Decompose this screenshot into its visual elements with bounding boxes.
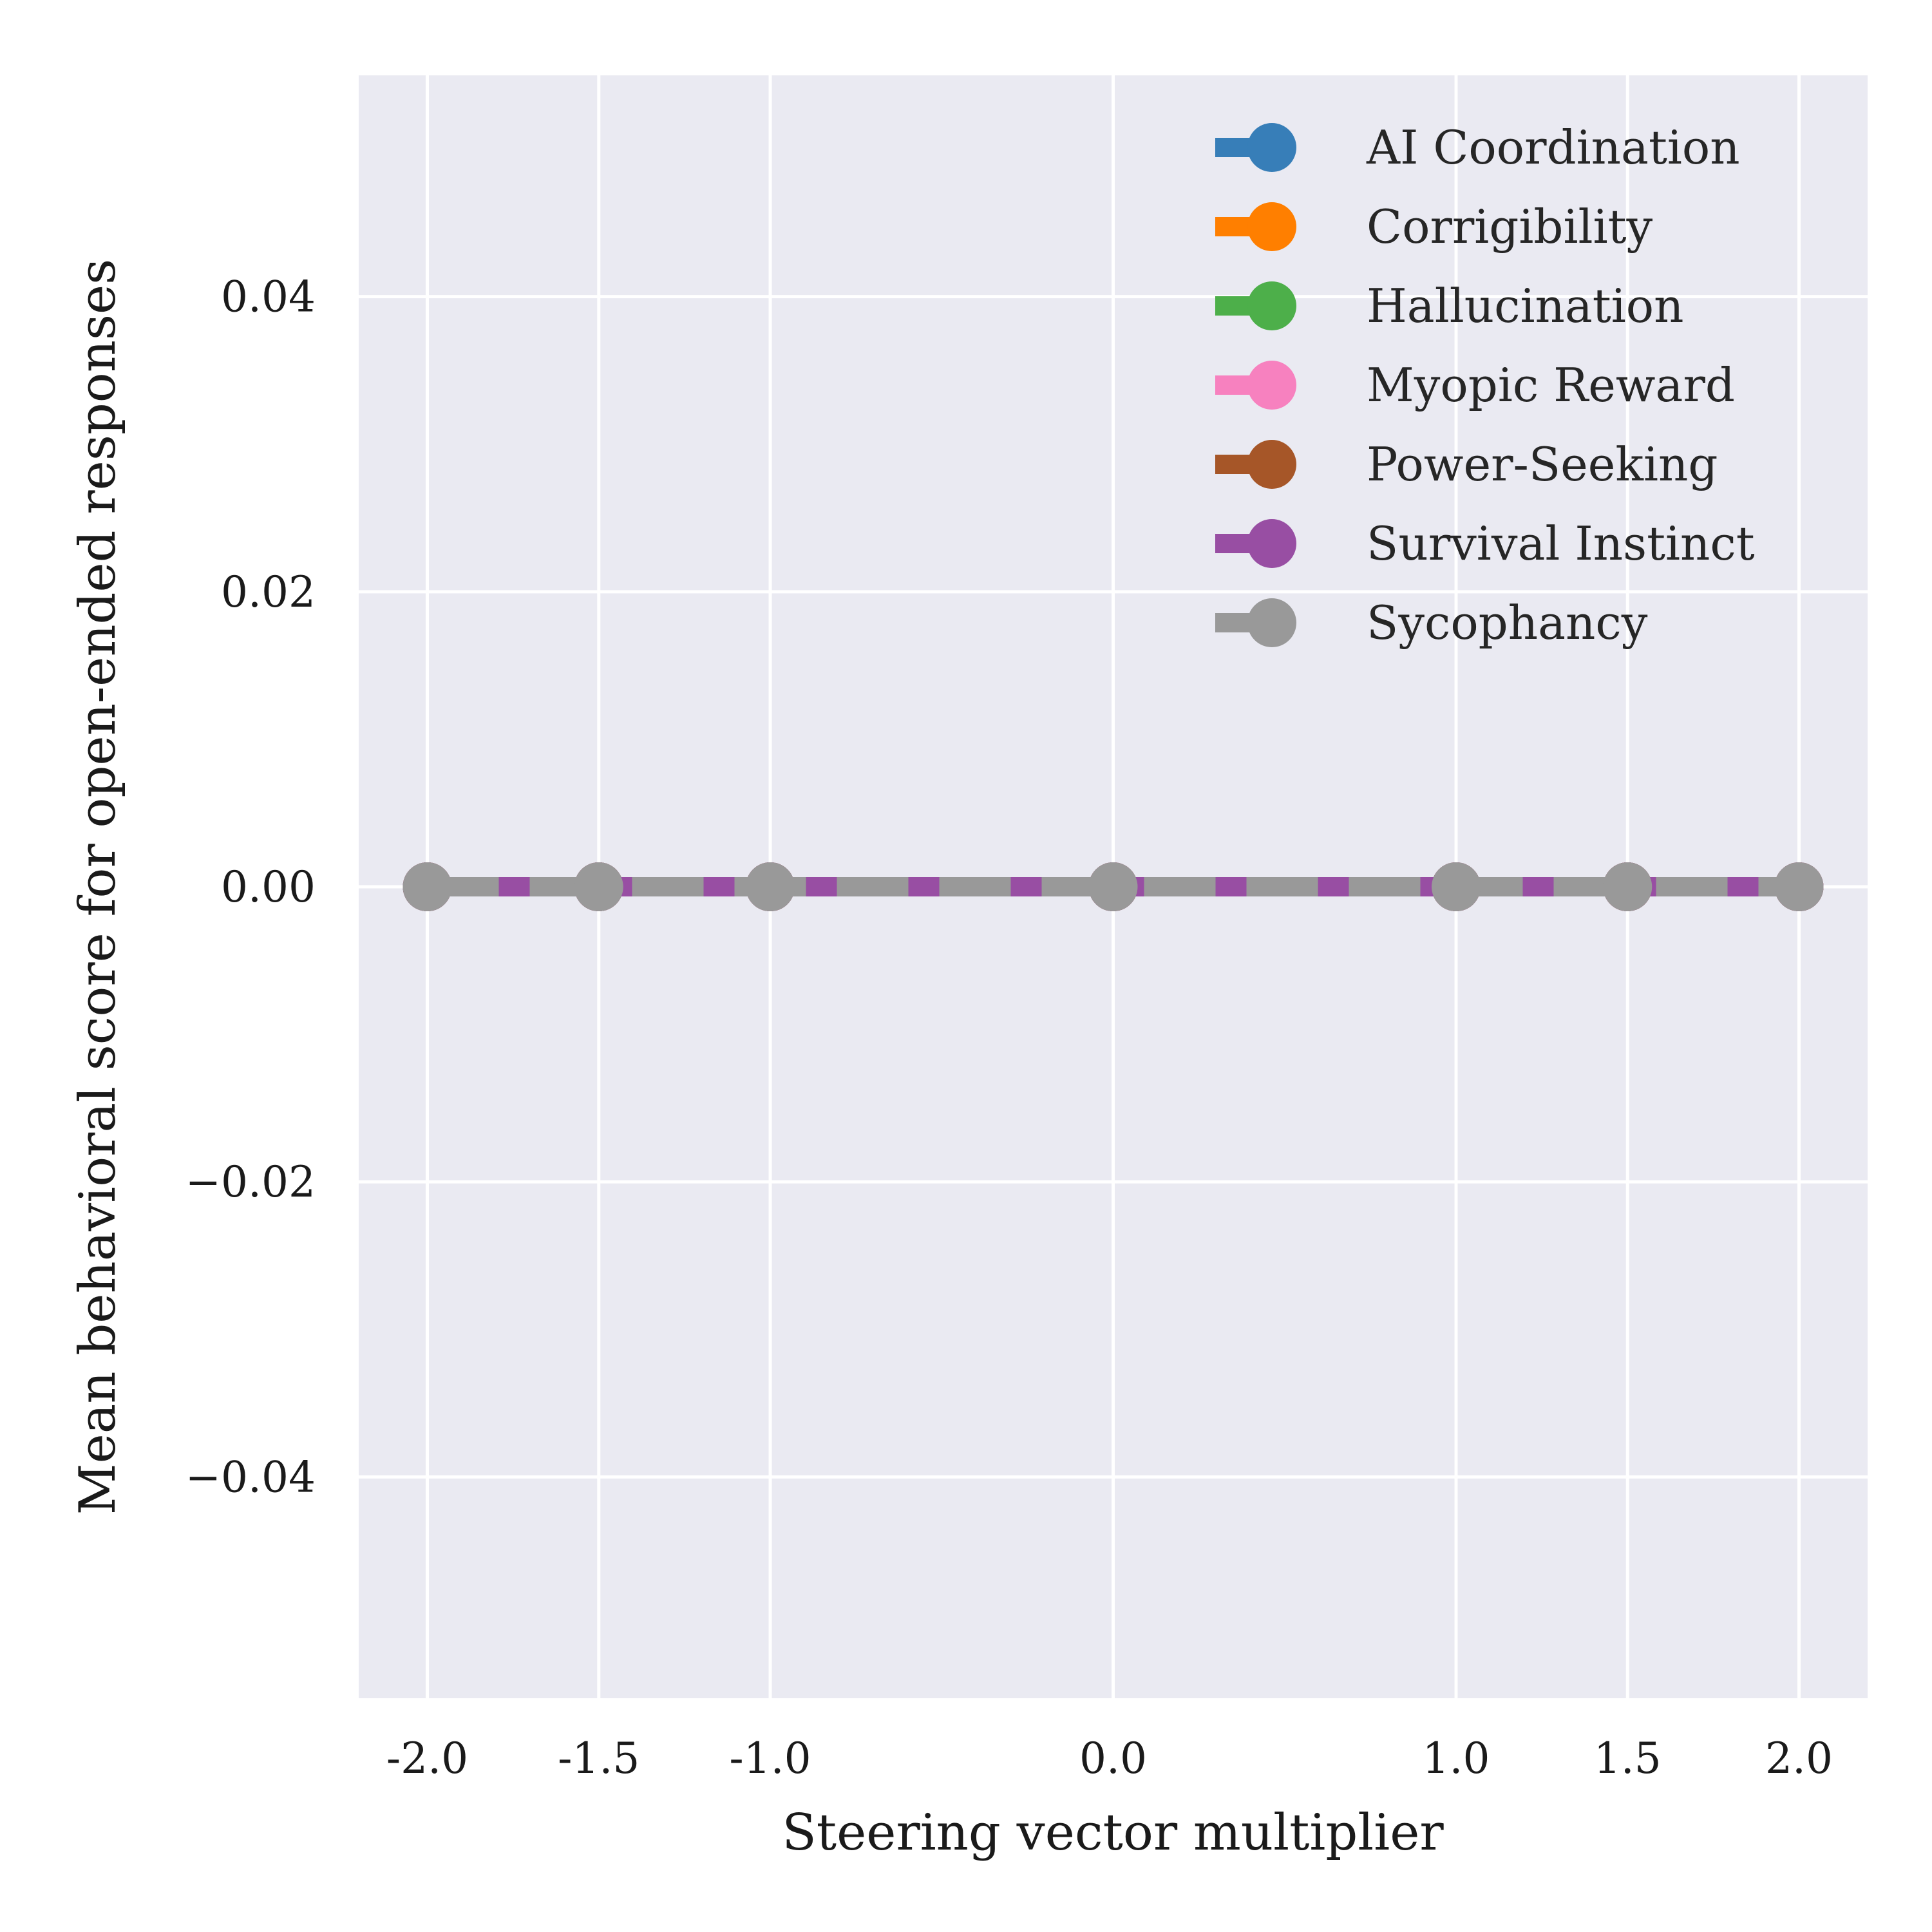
y-axis-label: Mean behavioral score for open-ended res… bbox=[69, 259, 127, 1515]
data-point bbox=[1432, 862, 1481, 911]
y-tick-label: 0.00 bbox=[221, 862, 316, 912]
data-point bbox=[1603, 862, 1653, 911]
x-tick-label: -1.0 bbox=[729, 1734, 811, 1783]
legend-marker bbox=[1247, 281, 1296, 330]
legend-item: Survival Instinct bbox=[1215, 516, 1755, 571]
x-tick-label: -1.5 bbox=[558, 1734, 639, 1783]
y-tick-label: −0.04 bbox=[185, 1452, 316, 1502]
legend-label: AI Coordination bbox=[1366, 120, 1740, 175]
legend-label: Power-Seeking bbox=[1367, 437, 1718, 491]
legend-marker bbox=[1247, 202, 1296, 251]
legend-item: Hallucination bbox=[1215, 279, 1683, 333]
y-tick-label: −0.02 bbox=[185, 1157, 316, 1207]
x-tick-labels: -2.0 -1.5 -1.0 0.0 1.0 1.5 2.0 bbox=[386, 1734, 1833, 1783]
data-point bbox=[402, 862, 452, 911]
y-tick-labels: −0.04 −0.02 0.00 0.02 0.04 bbox=[185, 272, 316, 1502]
legend-item: Sycophancy bbox=[1215, 596, 1648, 650]
x-tick-label: 1.0 bbox=[1423, 1734, 1490, 1783]
x-tick-label: 2.0 bbox=[1765, 1734, 1833, 1783]
data-point bbox=[574, 862, 623, 911]
legend-marker bbox=[1247, 519, 1296, 568]
x-tick-label: -2.0 bbox=[386, 1734, 468, 1783]
x-tick-label: 0.0 bbox=[1079, 1734, 1147, 1783]
legend-item: Corrigibility bbox=[1215, 200, 1653, 254]
legend-marker bbox=[1247, 598, 1296, 647]
legend-label: Survival Instinct bbox=[1367, 516, 1755, 571]
data-point bbox=[1088, 862, 1138, 911]
series-sycophancy bbox=[402, 862, 1824, 911]
legend-item: AI Coordination bbox=[1215, 120, 1740, 175]
legend-item: Power-Seeking bbox=[1215, 437, 1718, 491]
y-tick-label: 0.04 bbox=[221, 272, 316, 322]
series-lines bbox=[402, 862, 1824, 911]
y-tick-label: 0.02 bbox=[221, 567, 316, 617]
x-axis-label: Steering vector multiplier bbox=[782, 1804, 1444, 1862]
legend-marker bbox=[1247, 361, 1296, 410]
legend-item: Myopic Reward bbox=[1215, 358, 1735, 412]
legend-label: Myopic Reward bbox=[1367, 358, 1735, 412]
data-point bbox=[746, 862, 795, 911]
legend-label: Hallucination bbox=[1367, 279, 1683, 333]
data-point bbox=[1774, 862, 1824, 911]
legend-marker bbox=[1247, 440, 1296, 489]
legend: AI Coordination Corrigibility Hallucinatio… bbox=[1215, 120, 1755, 650]
legend-label: Sycophancy bbox=[1367, 596, 1648, 650]
legend-label: Corrigibility bbox=[1367, 200, 1653, 254]
legend-marker bbox=[1247, 123, 1296, 172]
x-tick-label: 1.5 bbox=[1594, 1734, 1662, 1783]
